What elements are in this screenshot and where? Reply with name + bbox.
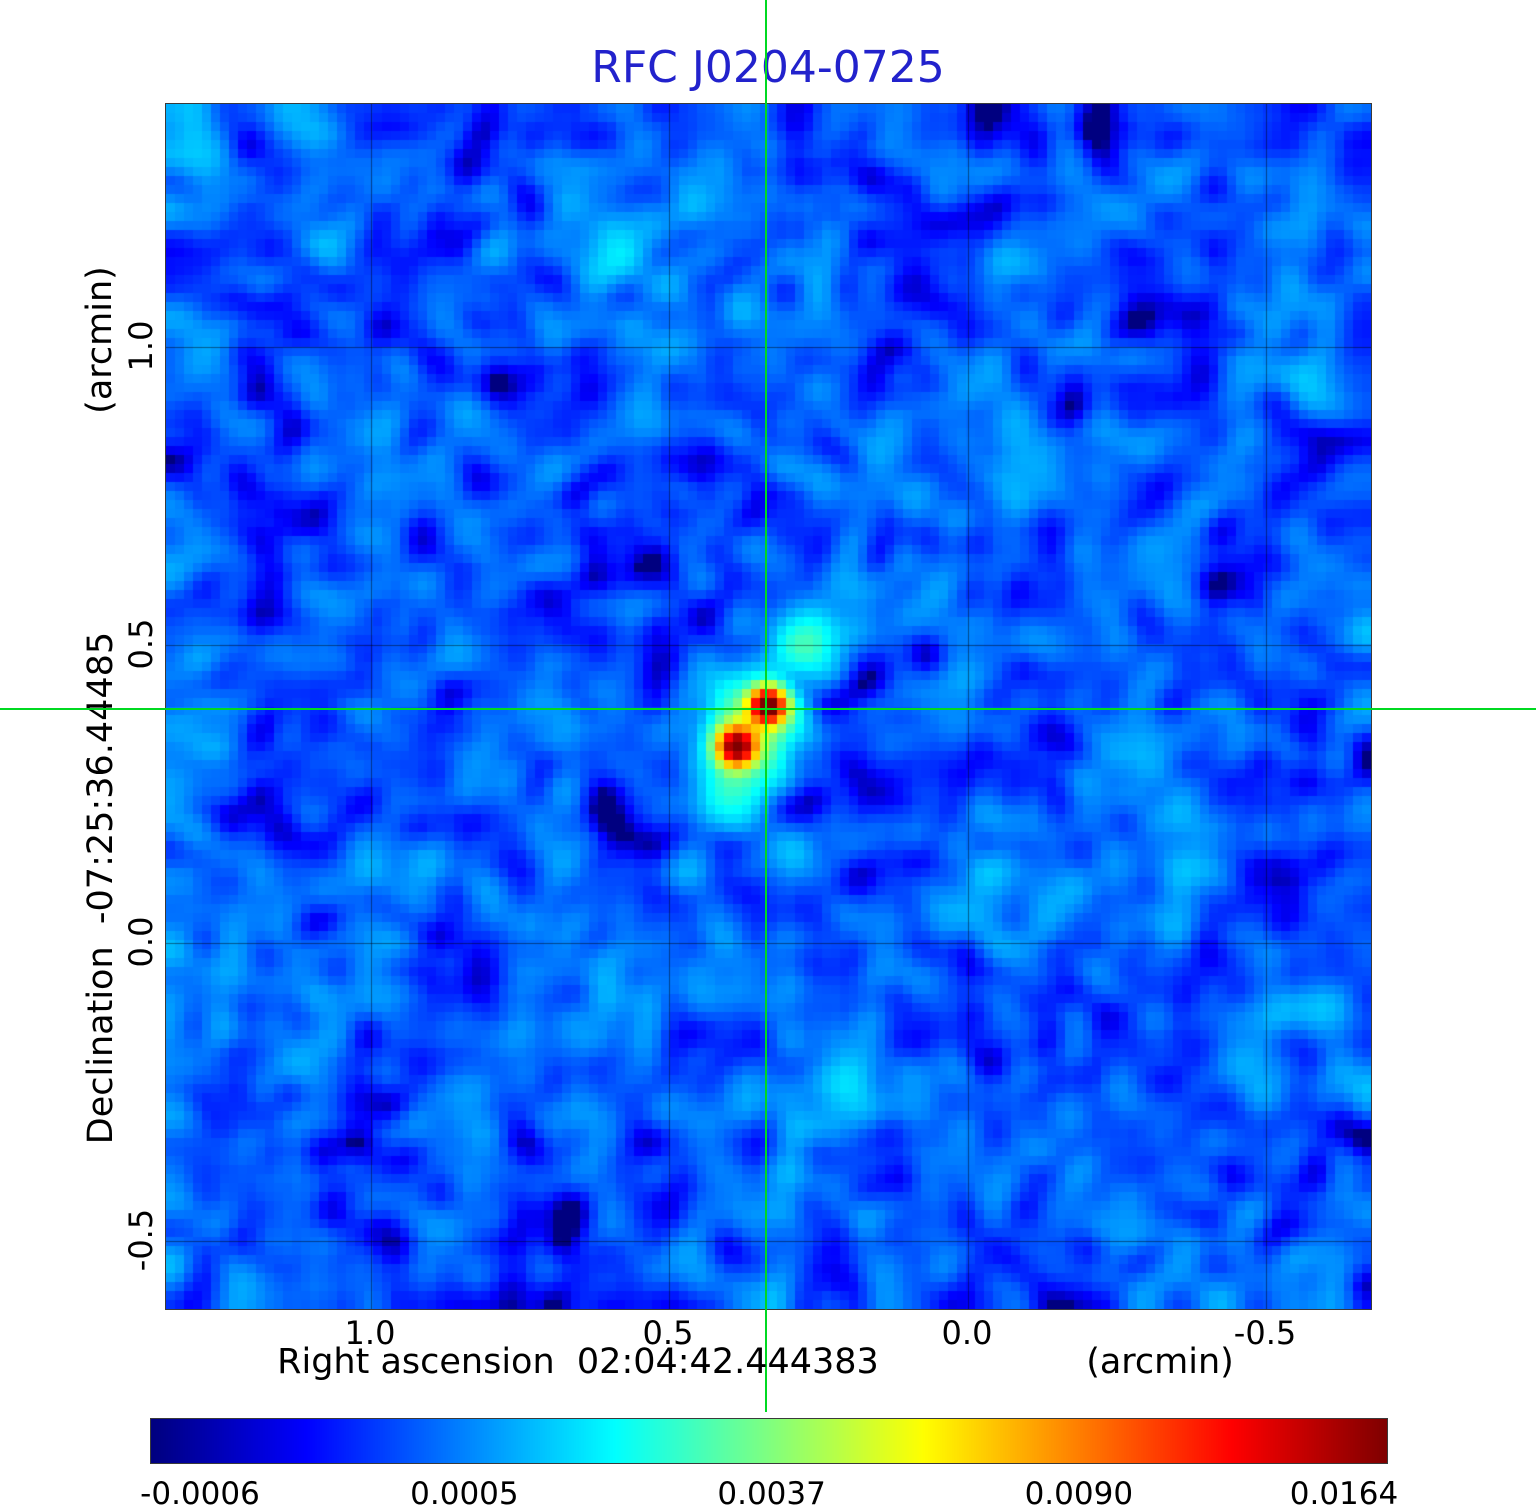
sky-map-canvas [166,104,1371,1309]
x-tick-label-0: 1.0 [344,1314,396,1352]
colorbar-tick-label-2: 0.0037 [717,1476,826,1512]
colorbar-tick-label-1: 0.0005 [410,1476,519,1512]
colorbar-tick-label-3: 0.0090 [1024,1476,1134,1512]
sky-map-plot [165,103,1372,1310]
page-title: RFC J0204-0725 [591,42,945,93]
crosshair-horizontal-line [0,707,1536,710]
y-tick-label-2: 0.0 [122,916,160,968]
x-tick-label-3: -0.5 [1233,1314,1297,1352]
x-tick-label-1: 0.5 [642,1314,694,1352]
colorbar [150,1418,1388,1464]
x-tick-label-2: 0.0 [941,1314,993,1352]
y-tick-label-3: -0.5 [122,1208,160,1272]
colorbar-tick-label-0: -0.0006 [140,1476,260,1512]
y-axis-unit-label: (arcmin) [80,266,120,414]
x-axis-unit-label: (arcmin) [1086,1342,1234,1382]
y-tick-label-0: 1.0 [122,320,160,372]
x-axis-label: Right ascension 02:04:42.444383 [277,1342,879,1382]
crosshair-vertical-line [765,0,768,1412]
colorbar-canvas [151,1419,1387,1463]
colorbar-tick-label-4: 0.0164 [1289,1476,1399,1512]
y-tick-label-1: 0.5 [122,618,160,670]
